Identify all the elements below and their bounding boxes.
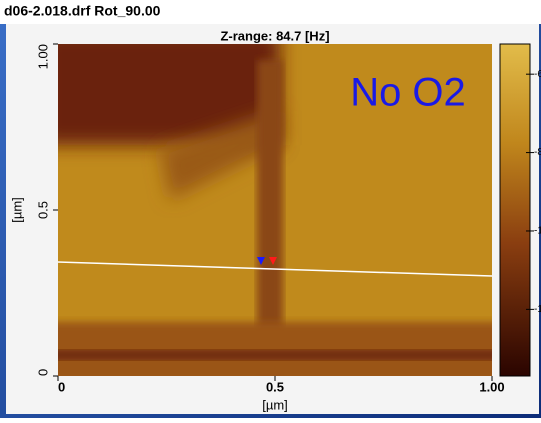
colorbar-tick-label: -120 bbox=[534, 304, 541, 315]
x-tick-label: 0 bbox=[58, 379, 65, 394]
colorbar-tick-label: -100 bbox=[534, 226, 541, 237]
window-title: d06-2.018.drf Rot_90.00 bbox=[4, 3, 161, 19]
colorbar-tick-label: -80 bbox=[534, 147, 541, 158]
x-axis-label: [µm] bbox=[262, 397, 288, 412]
x-tick-label: 1.00 bbox=[479, 379, 504, 394]
colorbar-tick-label: -60 bbox=[534, 69, 541, 80]
y-tick-label: 0.5 bbox=[35, 201, 50, 219]
chart: d06-2.018.drf Rot_90.00 Z-range: 84.7 [H… bbox=[0, 0, 541, 418]
y-tick-label: 0 bbox=[35, 369, 50, 376]
annotation: No O2 bbox=[350, 71, 466, 115]
y-axis-label: [µm] bbox=[9, 197, 24, 223]
colorbar bbox=[500, 44, 530, 376]
x-tick-label: 0.5 bbox=[266, 379, 284, 394]
y-tick-label: 1.00 bbox=[35, 44, 50, 69]
subtitle: Z-range: 84.7 [Hz] bbox=[220, 28, 329, 43]
